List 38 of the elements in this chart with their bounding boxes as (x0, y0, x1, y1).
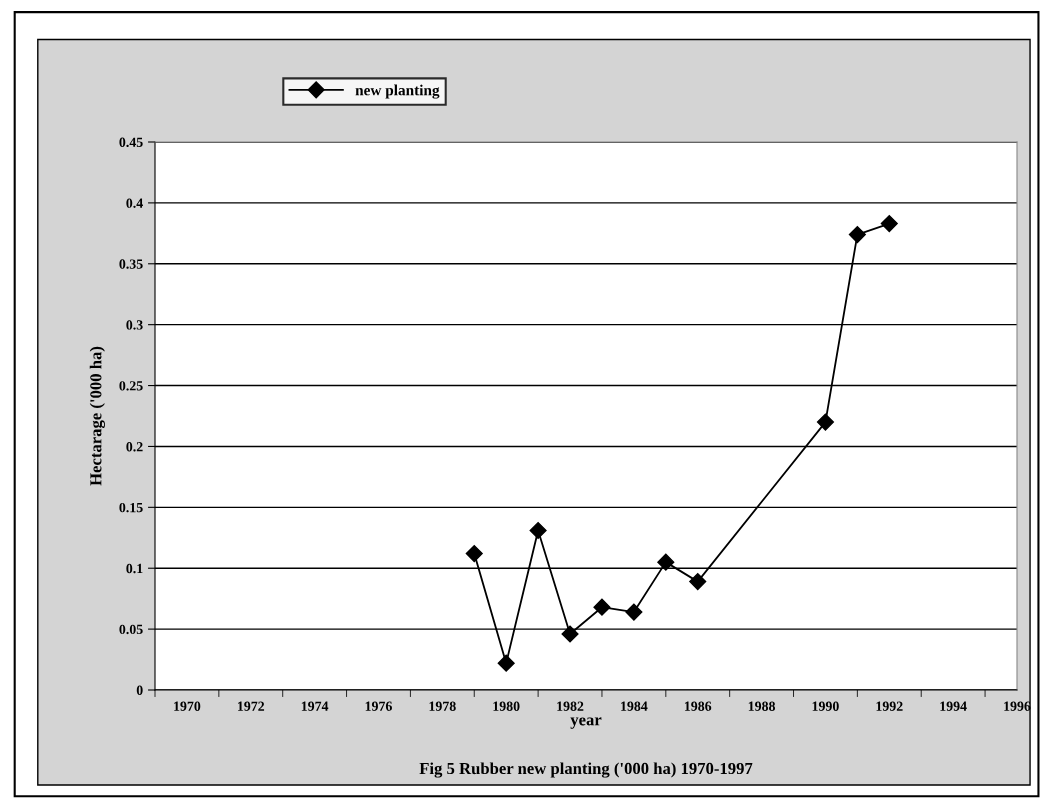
point (561, 625, 579, 643)
point (848, 225, 866, 244)
y-tick-label: 0.05 (119, 624, 143, 635)
y-tick-label: 0.3 (126, 320, 143, 330)
point (657, 553, 675, 571)
y-tick-label: 0.45 (119, 137, 143, 148)
point (465, 545, 483, 563)
x-tick-label: 1980 (493, 701, 520, 711)
x-tick-label: 1976 (365, 701, 392, 711)
point (625, 603, 643, 621)
x-tick-label: 1978 (429, 701, 456, 711)
y-tick-label: 0 (136, 685, 143, 695)
text: Fig 5 Rubber new planting ('000 ha) 1970-1997 (419, 762, 753, 778)
x-tick-label: 1990 (812, 701, 839, 711)
x-tick-label: 1982 (557, 701, 584, 711)
y-tick-label: 0.25 (119, 381, 143, 391)
legend-label: new planting (355, 84, 440, 99)
point (880, 215, 898, 233)
x-tick-label: 1984 (621, 701, 648, 711)
y-tick-label: 0.2 (126, 442, 143, 452)
x-tick-label: 1992 (876, 701, 903, 711)
x-tick-label: 1988 (748, 701, 776, 711)
y-axis-title: Hectarage ('000 ha) (89, 346, 105, 486)
y-tick-label: 0.35 (119, 259, 143, 269)
x-tick-label: 1994 (940, 701, 967, 711)
point (816, 413, 834, 431)
y-tick-label: 0.15 (119, 502, 143, 513)
y-tick-label: 0.4 (126, 198, 143, 208)
x-tick-label: 1974 (301, 701, 329, 711)
x-tick-label: 1970 (174, 701, 201, 711)
point (529, 521, 547, 540)
point (593, 598, 611, 616)
point (689, 573, 707, 591)
x-tick-label: 1986 (684, 701, 712, 711)
x-tick-label: 1972 (238, 701, 265, 711)
y-tick-label: 0.1 (126, 563, 143, 574)
point (497, 654, 515, 672)
x-axis-title: year (570, 717, 602, 729)
